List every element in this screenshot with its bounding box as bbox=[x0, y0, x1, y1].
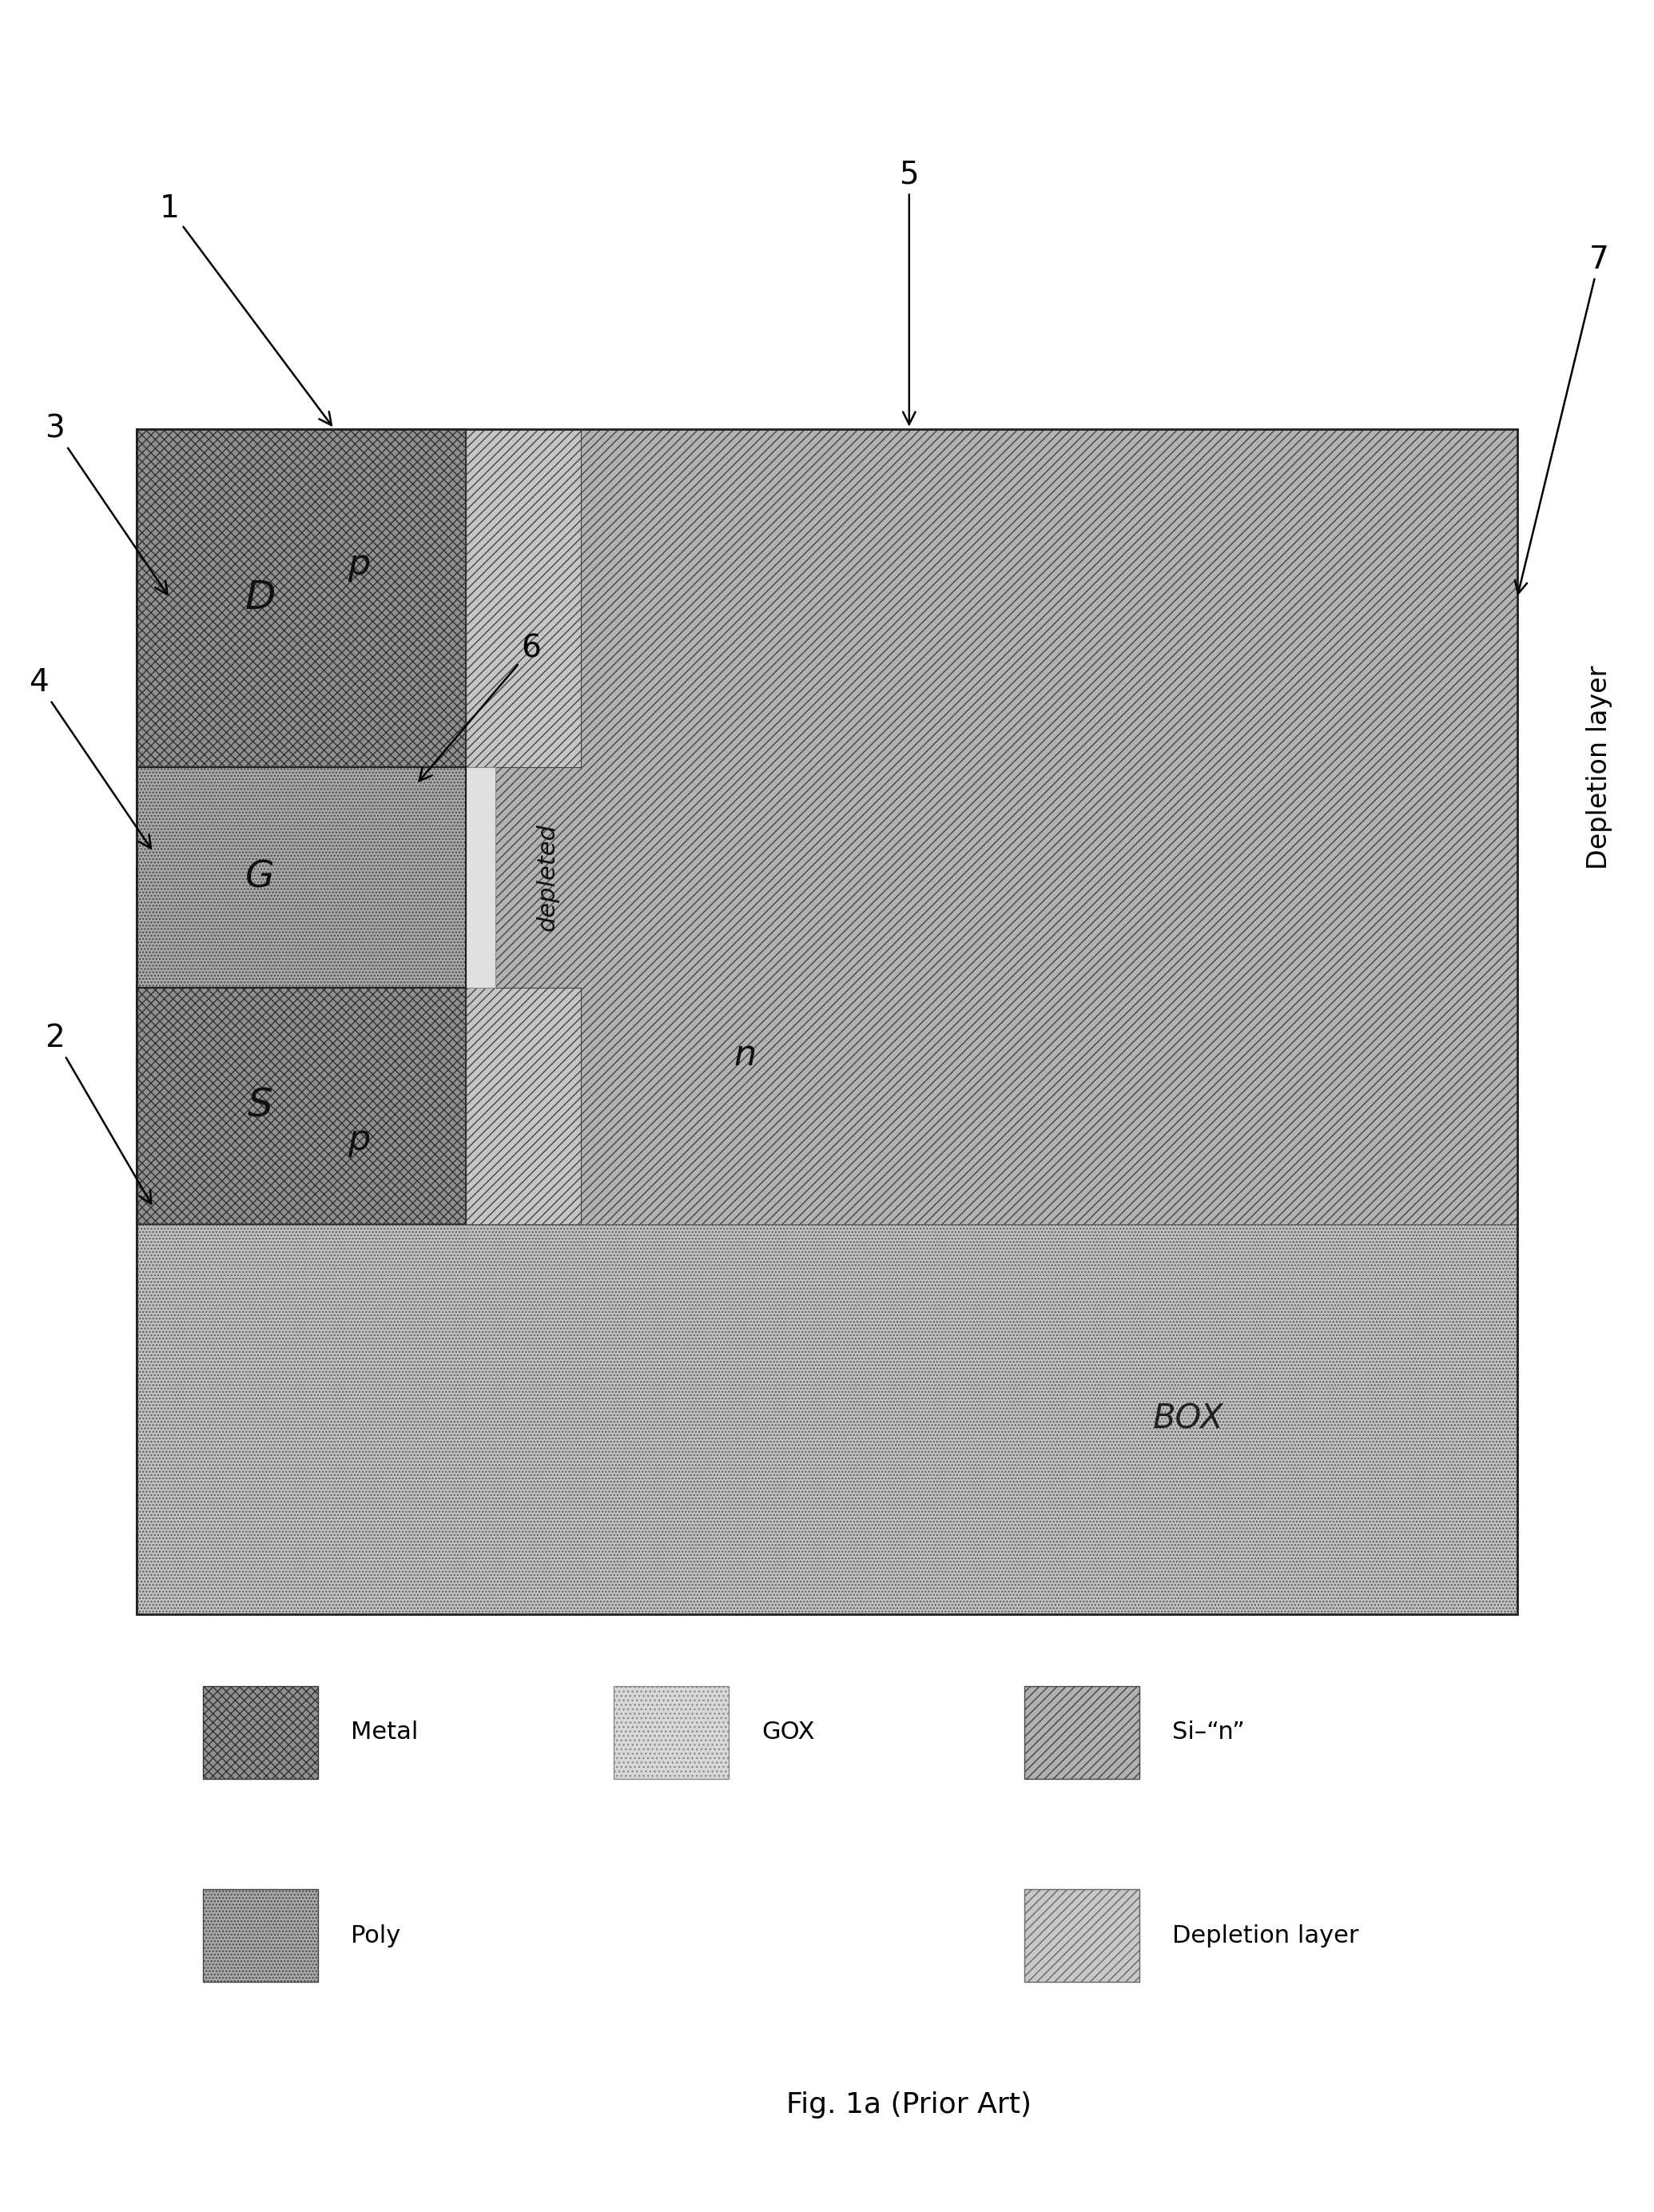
Text: 7: 7 bbox=[1515, 243, 1609, 593]
Text: 3: 3 bbox=[45, 414, 167, 595]
Text: S: S bbox=[248, 1086, 273, 1126]
Bar bbox=[137, 1225, 1517, 1615]
Text: G: G bbox=[245, 860, 275, 896]
Bar bbox=[1024, 1686, 1140, 1778]
Text: Si–“n”: Si–“n” bbox=[1173, 1721, 1244, 1743]
Text: n: n bbox=[734, 1037, 756, 1073]
Bar bbox=[137, 987, 465, 1225]
Text: p: p bbox=[347, 546, 370, 582]
Text: 6: 6 bbox=[418, 633, 541, 781]
Text: Poly: Poly bbox=[351, 1924, 400, 1947]
Bar bbox=[137, 429, 1517, 1225]
Text: 1: 1 bbox=[160, 192, 331, 425]
Text: Depletion layer: Depletion layer bbox=[1586, 666, 1613, 869]
Bar bbox=[137, 429, 465, 768]
Bar bbox=[137, 768, 465, 987]
Text: Depletion layer: Depletion layer bbox=[1173, 1924, 1358, 1947]
Text: p: p bbox=[347, 1124, 370, 1157]
Bar bbox=[1024, 1889, 1140, 1982]
Bar bbox=[465, 768, 495, 987]
Text: depleted: depleted bbox=[536, 823, 559, 931]
Text: GOX: GOX bbox=[761, 1721, 814, 1743]
Bar bbox=[203, 1889, 318, 1982]
Text: BOX: BOX bbox=[1153, 1402, 1224, 1436]
Text: 4: 4 bbox=[28, 668, 151, 849]
Text: 5: 5 bbox=[900, 159, 920, 425]
Bar bbox=[137, 429, 1517, 1615]
Bar bbox=[465, 987, 581, 1225]
Bar bbox=[614, 1686, 728, 1778]
Text: Fig. 1a (Prior Art): Fig. 1a (Prior Art) bbox=[787, 2090, 1032, 2119]
Text: Metal: Metal bbox=[351, 1721, 418, 1743]
Text: D: D bbox=[245, 580, 276, 617]
Bar bbox=[465, 429, 581, 768]
Text: 2: 2 bbox=[45, 1024, 151, 1203]
Bar bbox=[203, 1686, 318, 1778]
